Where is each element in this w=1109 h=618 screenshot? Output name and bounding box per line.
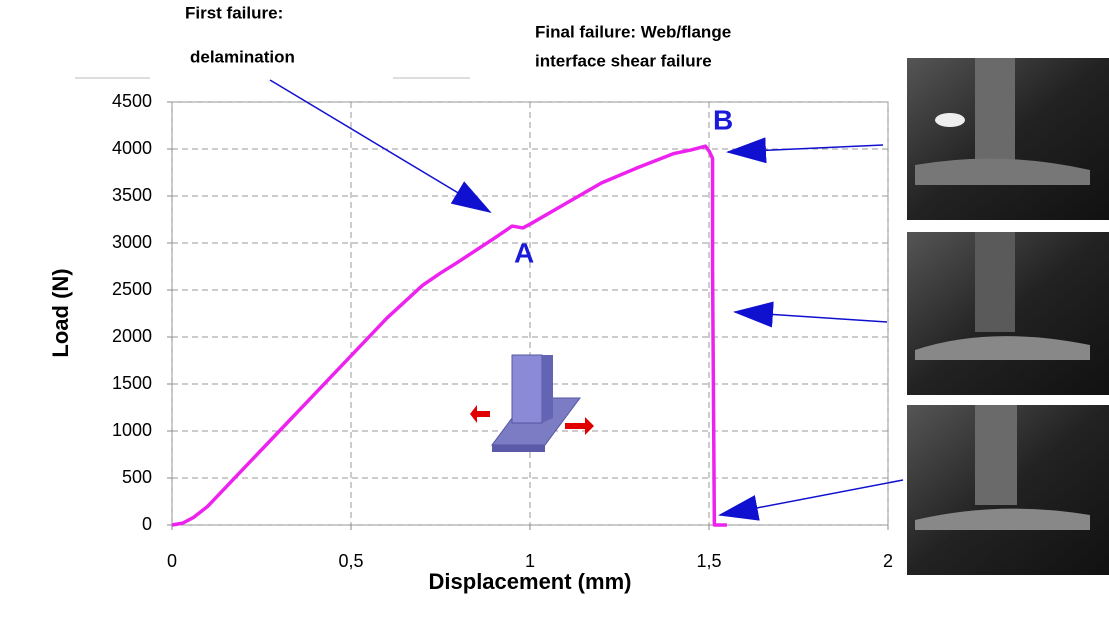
y-tick-label: 1000 [112, 420, 152, 440]
y-tick-label: 500 [122, 467, 152, 487]
y-tick-label: 2000 [112, 326, 152, 346]
y-tick-label: 4000 [112, 138, 152, 158]
arrow [733, 301, 888, 328]
photo [907, 232, 1109, 395]
x-tick-label: 2 [883, 551, 893, 571]
annotation: interface shear failure [535, 51, 712, 70]
y-tick-label: 2500 [112, 279, 152, 299]
y-tick-label: 3500 [112, 185, 152, 205]
annotation: First failure: [185, 3, 283, 22]
point-label: A [514, 237, 534, 268]
photo [907, 405, 1109, 575]
y-tick-label: 1500 [112, 373, 152, 393]
ticks: 0 500 1000 1500 2000 2500 3000 3500 4000 4500 0 0,5… [112, 91, 893, 571]
arrow [269, 79, 492, 214]
annotation: Final failure: Web/flange [535, 22, 731, 41]
specimen-icon [470, 354, 594, 452]
y-tick-label: 4500 [112, 91, 152, 111]
x-axis-label: Displacement (mm) [429, 569, 632, 594]
x-tick-label: 1 [525, 551, 535, 571]
arrow [726, 137, 884, 164]
y-tick-label: 3000 [112, 232, 152, 252]
grid [171, 101, 889, 526]
photo [907, 58, 1109, 220]
annotation: delamination [190, 47, 295, 66]
y-tick-label: 0 [142, 514, 152, 534]
x-tick-label: 1,5 [696, 551, 721, 571]
x-tick-label: 0 [167, 551, 177, 571]
data-line [171, 144, 727, 527]
x-tick-label: 0,5 [338, 551, 363, 571]
arrow [718, 479, 904, 521]
point-label: B [713, 104, 733, 135]
y-axis-label: Load (N) [48, 268, 73, 357]
